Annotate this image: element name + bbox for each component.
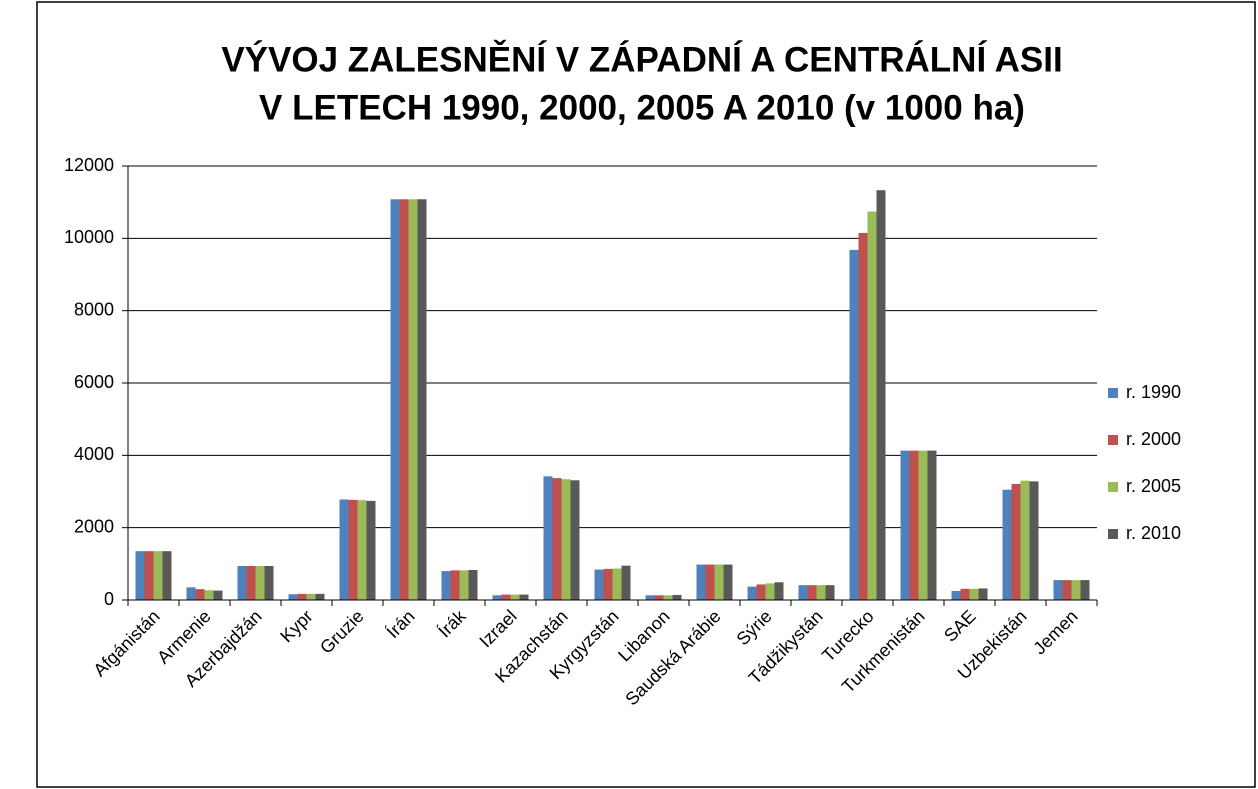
bar: [723, 564, 733, 600]
bar: [645, 595, 655, 600]
bar: [543, 476, 553, 600]
bar: [858, 232, 868, 601]
bar: [654, 595, 664, 600]
bar: [441, 571, 451, 600]
legend-label: r. 2010: [1126, 523, 1181, 543]
bar: [417, 199, 427, 601]
bar: [144, 551, 154, 600]
bar: [135, 551, 145, 600]
bar: [492, 595, 502, 600]
bar: [663, 595, 673, 600]
bar: [1029, 481, 1039, 600]
bar: [1062, 580, 1072, 600]
bar: [204, 590, 214, 600]
bar: [450, 570, 460, 600]
bar: [306, 593, 316, 600]
bar: [918, 450, 928, 600]
bar: [1071, 580, 1081, 600]
bar: [849, 249, 859, 600]
bar: [798, 585, 808, 600]
bar: [876, 190, 886, 600]
bar: [960, 588, 970, 600]
bar: [696, 564, 706, 600]
bar: [552, 478, 562, 600]
y-tick-label: 6000: [74, 372, 114, 392]
bar: [366, 500, 376, 600]
bar: [357, 500, 367, 600]
bar: [459, 570, 469, 600]
bar: [969, 588, 979, 600]
bar: [315, 593, 325, 600]
bar: [867, 211, 877, 600]
bar: [468, 569, 478, 600]
bar: [1020, 480, 1030, 600]
bar: [705, 564, 715, 600]
legend-label: r. 2000: [1126, 429, 1181, 449]
bar: [951, 590, 961, 600]
chart-title: VÝVOJ ZALESNĚNÍ V ZÁPADNÍ A CENTRÁLNÍ AS…: [221, 39, 1062, 79]
bar: [621, 565, 631, 600]
bar: [825, 585, 835, 600]
bar: [339, 499, 349, 600]
legend-label: r. 1990: [1126, 382, 1181, 402]
bar: [909, 450, 919, 600]
bar: [390, 199, 400, 601]
bar: [153, 551, 163, 600]
bar: [816, 585, 826, 600]
bar: [612, 568, 622, 600]
bar: [714, 564, 724, 600]
bar: [348, 499, 358, 600]
bar: [501, 594, 511, 600]
bar: [561, 479, 571, 600]
bar: [672, 594, 682, 600]
legend-marker: [1108, 529, 1118, 539]
chart-border: [36, 1, 1256, 788]
legend-marker: [1108, 435, 1118, 445]
bar: [213, 590, 223, 600]
bar: [756, 584, 766, 600]
y-tick-label: 8000: [74, 299, 114, 319]
bar: [747, 586, 757, 600]
bar: [927, 450, 937, 600]
bar: [765, 583, 775, 600]
bar: [774, 582, 784, 600]
bar: [288, 594, 298, 600]
bar: [399, 199, 409, 601]
bar: [603, 568, 613, 600]
y-tick-label: 4000: [74, 444, 114, 464]
bar: [900, 450, 910, 600]
bar: [297, 593, 307, 600]
bar: [519, 594, 529, 600]
chart-title: V LETECH 1990, 2000, 2005 A 2010 (v 1000…: [259, 88, 1025, 127]
bar: [246, 566, 256, 600]
bar: [162, 551, 172, 600]
y-tick-label: 12000: [64, 155, 114, 175]
bar: [195, 589, 205, 600]
bar: [594, 569, 604, 600]
legend-label: r. 2005: [1126, 476, 1181, 496]
bar: [255, 566, 265, 600]
legend-marker: [1108, 482, 1118, 492]
bar: [1080, 580, 1090, 600]
bar: [1011, 483, 1021, 600]
bar: [978, 588, 988, 600]
y-tick-label: 2000: [74, 516, 114, 536]
legend-marker: [1108, 388, 1118, 398]
bar: [807, 585, 817, 600]
bar: [264, 566, 274, 600]
bar: [1002, 489, 1012, 600]
y-tick-label: 0: [104, 589, 114, 609]
bar: [570, 480, 580, 600]
bar: [237, 566, 247, 600]
bar: [408, 199, 418, 601]
bar: [1053, 580, 1063, 600]
bar: [186, 587, 196, 600]
y-tick-label: 10000: [64, 227, 114, 247]
bar: [510, 594, 520, 600]
